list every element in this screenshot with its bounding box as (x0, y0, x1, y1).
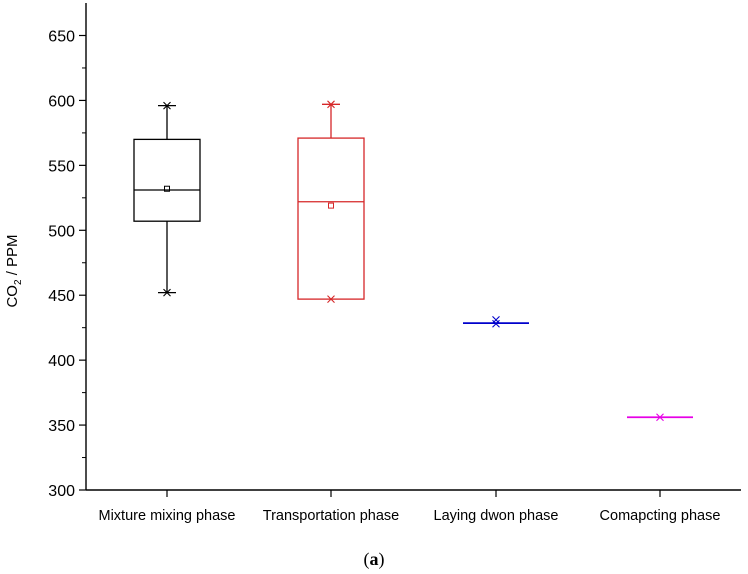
caption-close: ) (378, 549, 385, 569)
y-tick-label: 400 (48, 353, 75, 370)
y-tick-label: 350 (48, 418, 75, 435)
y-tick-label: 650 (48, 29, 75, 46)
y-tick-label: 550 (48, 158, 75, 175)
box-group (463, 315, 529, 328)
y-tick-label: 600 (48, 93, 75, 110)
box-iqr (297, 137, 365, 300)
x-marker (327, 295, 335, 303)
x-tick-label: Mixture mixing phase (99, 508, 236, 524)
box-group (297, 100, 365, 303)
box-group (133, 101, 201, 297)
x-tick-label: Comapcting phase (600, 508, 721, 524)
y-tick-label: 300 (48, 483, 75, 500)
x-marker (327, 100, 335, 109)
x-marker (492, 319, 500, 328)
x-tick-label: Transportation phase (263, 508, 400, 524)
box-plots (133, 100, 693, 422)
y-tick-label: 450 (48, 288, 75, 305)
x-marker (163, 288, 171, 297)
x-tick-label: Laying dwon phase (434, 508, 559, 524)
mean-marker (164, 185, 170, 192)
caption-open: ( (363, 549, 370, 569)
y-axis-ticks: 300 350 400 450 500 550 600 650 (48, 29, 86, 500)
y-axis-title: CO2 / PPM (4, 234, 24, 307)
mean-marker (328, 202, 334, 209)
x-marker (656, 413, 664, 422)
x-axis-ticks: Mixture mixing phase Transportation phase… (99, 490, 721, 524)
box-iqr (133, 138, 201, 222)
figure-caption: (a) (0, 549, 748, 570)
box-group (627, 413, 693, 422)
caption-letter: a (369, 549, 379, 569)
y-tick-label: 500 (48, 223, 75, 240)
x-marker (163, 101, 171, 110)
